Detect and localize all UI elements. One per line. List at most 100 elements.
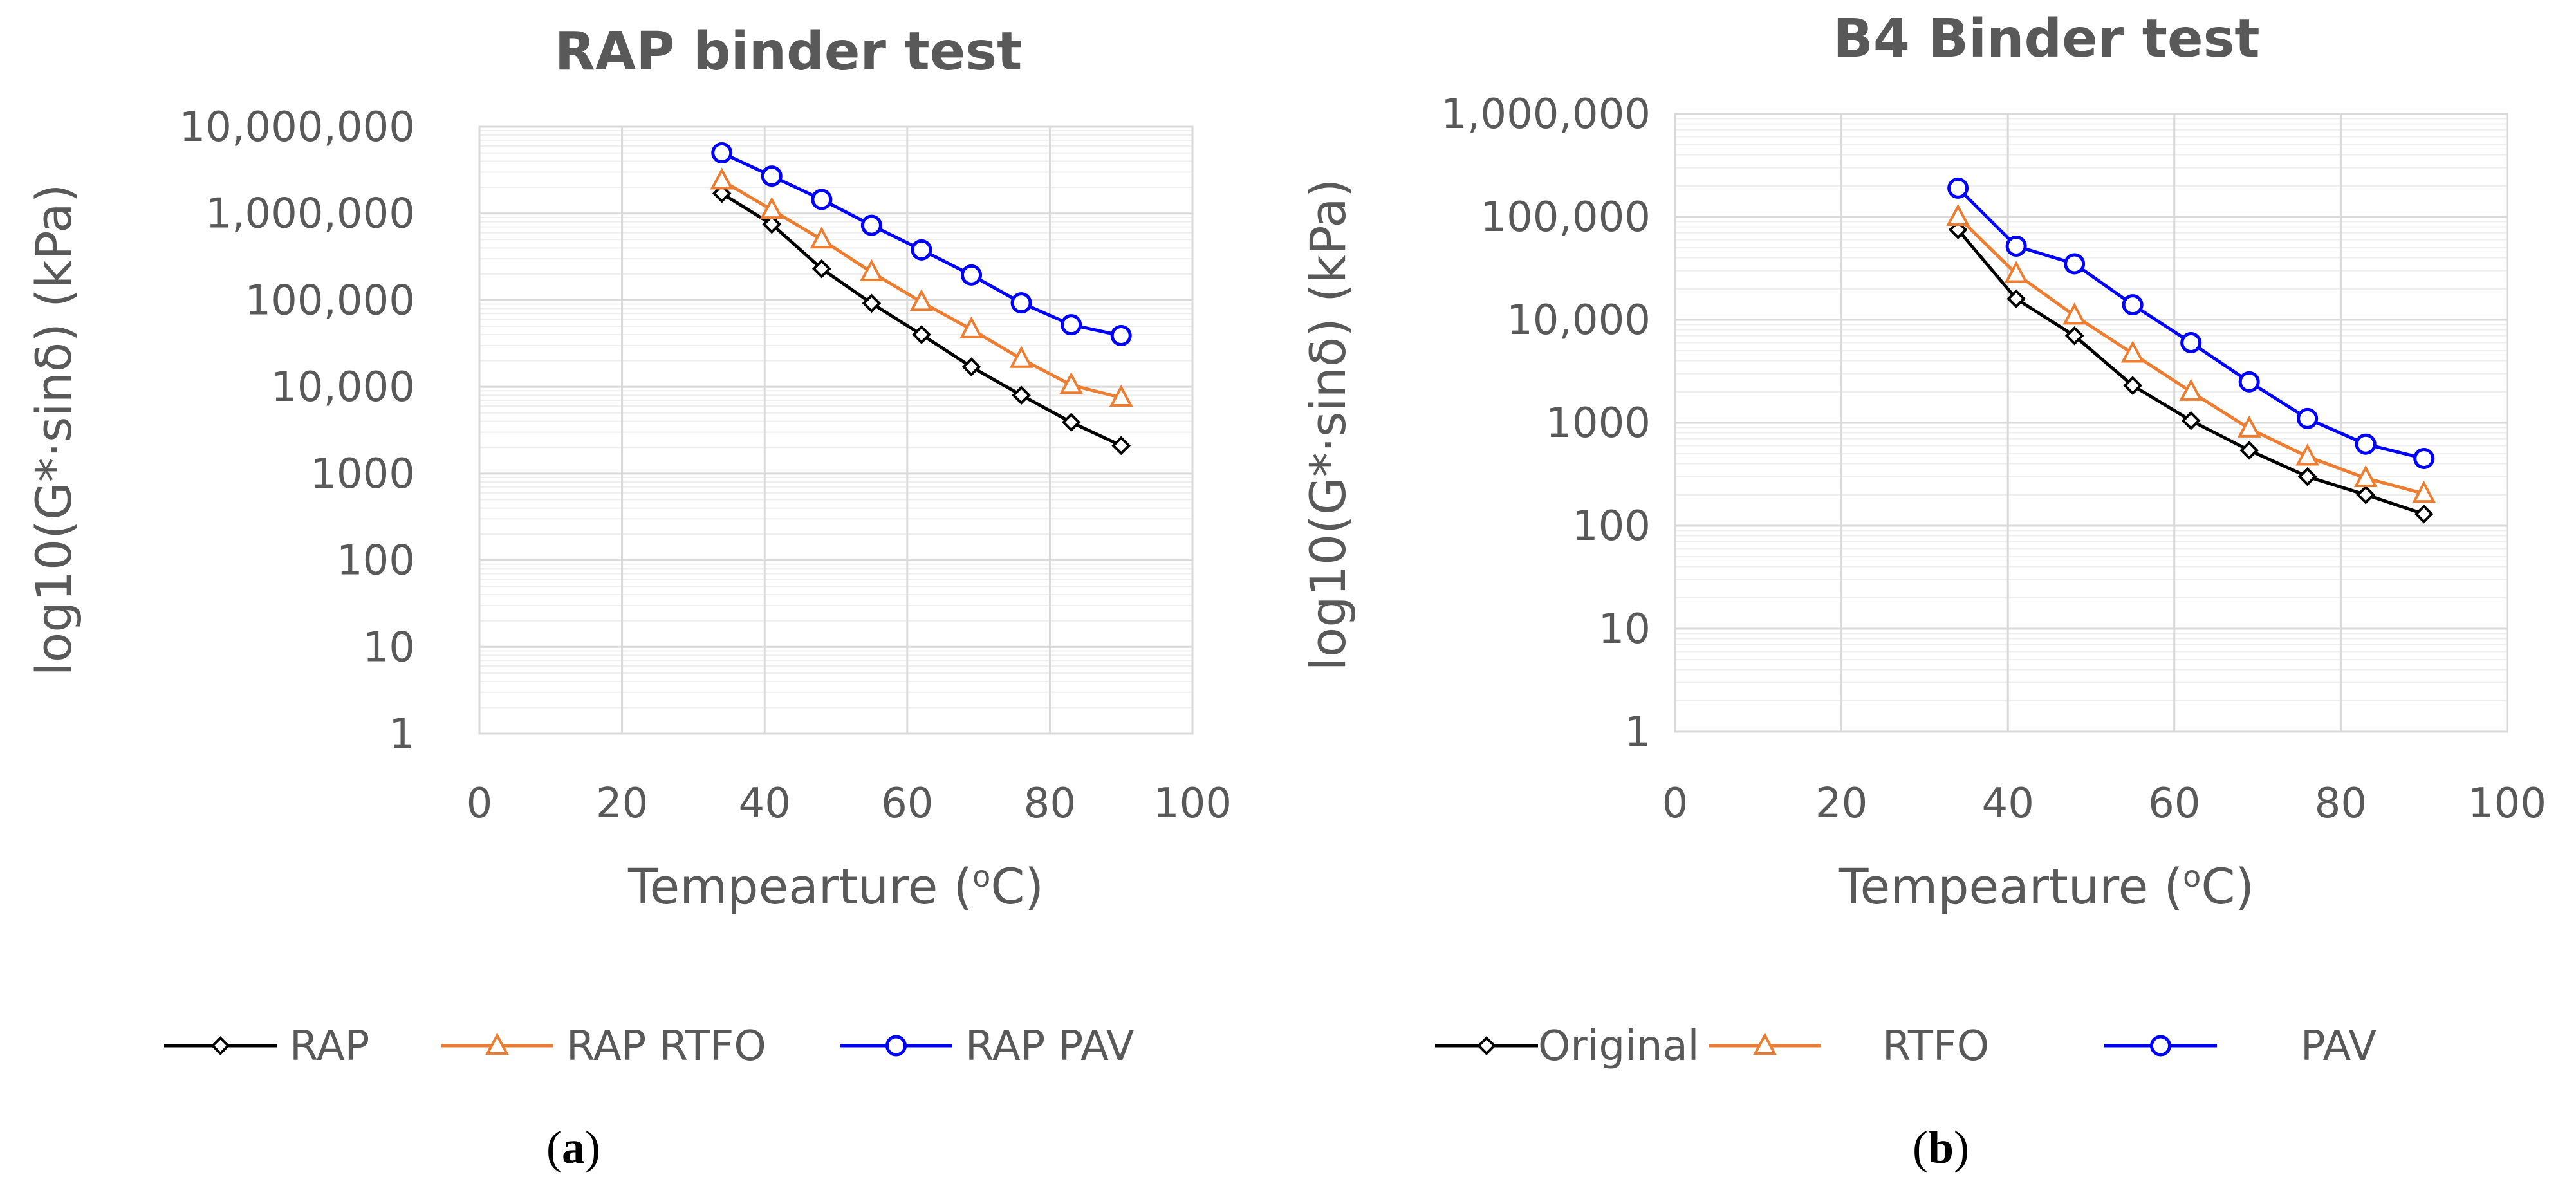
x-tick-label: 80 [1024, 780, 1076, 828]
x-tick-label: 60 [881, 780, 933, 828]
y-tick-label: 10 [1598, 606, 1651, 653]
chart-panel-b: B4 Binder test 110100100010,000100,0001,… [1299, 8, 2546, 1173]
y-tick-label: 100 [337, 537, 415, 585]
chart-panel-a: RAP binder test 110100100010,000100,0001… [25, 21, 1232, 1173]
series-rap-rtfo [710, 167, 1133, 407]
data-point-rap-rtfo [1109, 384, 1133, 407]
data-point-rap-rtfo [959, 316, 983, 338]
y-tick-label: 1000 [310, 450, 415, 498]
legend-label: RAP PAV [965, 1023, 1135, 1070]
data-point-pav [2297, 407, 2319, 429]
data-point-rap-pav [911, 239, 932, 261]
x-tick-label: 0 [467, 780, 493, 828]
legend-marker-icon [1477, 1036, 1496, 1055]
y-tick-label: 1 [1624, 709, 1651, 756]
legend-item-rap: RAP [164, 1023, 369, 1070]
data-point-rap [1111, 436, 1131, 456]
data-point-original [2064, 326, 2084, 346]
data-point-original [2006, 289, 2026, 309]
y-tick-label: 1000 [1546, 400, 1651, 447]
data-point-rtfo [2062, 302, 2086, 325]
y-tick-label: 10,000,000 [180, 104, 415, 151]
x-axis-label-b: Tempearture (oC) [1838, 858, 2254, 915]
legend-item-rap-rtfo: RAP RTFO [441, 1023, 766, 1070]
legend-label: PAV [2301, 1023, 2377, 1070]
x-tick-label: 40 [1981, 780, 2034, 828]
x-tick-labels-a: 0 20 40 60 80 100 [467, 780, 1232, 828]
legend-label: RAP [290, 1023, 369, 1070]
legend-item-original: Original [1435, 1023, 1699, 1070]
data-point-rap-pav [860, 214, 882, 236]
y-tick-label: 100,000 [1480, 194, 1651, 241]
data-point-rap-pav [1010, 292, 1032, 314]
data-point-rtfo [2004, 261, 2028, 283]
y-tick-labels-a: 1 10 100 1000 10,000 100,000 1,000,000 10,000,0… [180, 104, 415, 758]
x-tick-label: 0 [1662, 780, 1689, 828]
data-point-rap [762, 214, 782, 234]
data-point-pav [2005, 235, 2027, 257]
x-tick-label: 20 [596, 780, 648, 828]
series-pav [1947, 177, 2435, 469]
data-point-rtfo [2295, 443, 2320, 466]
data-point-rtfo [2179, 378, 2203, 401]
y-tick-label: 10,000 [271, 364, 415, 411]
data-point-rap-pav [711, 142, 733, 164]
data-point-original [2414, 504, 2434, 524]
legend-item-rap-pav: RAP PAV [840, 1023, 1135, 1070]
data-point-rap [912, 325, 931, 344]
data-point-rap-pav [811, 189, 833, 210]
data-point-rap [862, 293, 882, 313]
legend-b: Original RTFO PAV [1435, 1023, 2377, 1070]
data-point-original [2123, 376, 2142, 395]
data-point-rap-rtfo [1009, 346, 1033, 368]
x-tick-labels-b: 0 20 40 60 80 100 [1662, 780, 2546, 828]
y-tick-label: 10,000 [1506, 297, 1651, 344]
data-point-pav [1947, 177, 1969, 199]
data-point-rap-rtfo [1059, 372, 1083, 394]
data-point-rap [812, 259, 831, 279]
data-point-pav [2064, 253, 2086, 275]
series-group-b [1946, 177, 2436, 524]
data-point-pav [2122, 294, 2144, 316]
x-tick-label: 20 [1815, 780, 1867, 828]
data-point-rap-pav [1110, 325, 1132, 347]
data-point-rap [1012, 385, 1031, 405]
legend-marker-icon [485, 1032, 509, 1055]
data-point-rap [1061, 412, 1081, 432]
plot-area-a [478, 125, 1194, 735]
legend-item-pav: PAV [2104, 1023, 2377, 1070]
grid-a [478, 125, 1194, 735]
data-point-pav [2355, 433, 2377, 455]
x-axis-label-a: Tempearture (oC) [627, 858, 1044, 915]
data-point-rtfo [2412, 480, 2436, 503]
data-point-rap-rtfo [909, 289, 934, 311]
x-tick-label: 100 [1153, 780, 1232, 828]
x-tick-label: 60 [2148, 780, 2200, 828]
x-tick-label: 100 [2468, 780, 2546, 828]
legend-label: Original [1538, 1023, 1699, 1070]
legend-label: RTFO [1882, 1023, 1989, 1070]
y-tick-label: 100,000 [245, 277, 415, 324]
grid-b [1674, 113, 2508, 733]
y-axis-label-b: log10(G*·sinδ) (kPa) [1299, 179, 1357, 671]
data-point-rtfo [2120, 340, 2145, 363]
series-original [1948, 220, 2434, 524]
series-group-a [710, 142, 1133, 456]
data-point-original [2239, 440, 2259, 460]
data-point-rtfo [1946, 203, 1970, 226]
legend-marker-icon [885, 1035, 907, 1057]
data-point-original [2356, 485, 2376, 505]
legend-item-rtfo: RTFO [1709, 1023, 1989, 1070]
data-point-rap-rtfo [710, 167, 734, 190]
data-point-rap [712, 183, 732, 203]
legend-marker-icon [2150, 1035, 2171, 1057]
y-tick-label: 100 [1572, 503, 1651, 550]
y-tick-label: 1,000,000 [1441, 91, 1651, 138]
chart-title-b: B4 Binder test [1833, 8, 2259, 69]
series-rtfo [1946, 203, 2436, 503]
plot-area-b [1674, 113, 2508, 733]
data-point-pav [2413, 447, 2435, 469]
y-tick-label: 10 [363, 624, 415, 671]
y-tick-label: 1 [389, 710, 415, 758]
caption-a: (a) [546, 1122, 600, 1173]
